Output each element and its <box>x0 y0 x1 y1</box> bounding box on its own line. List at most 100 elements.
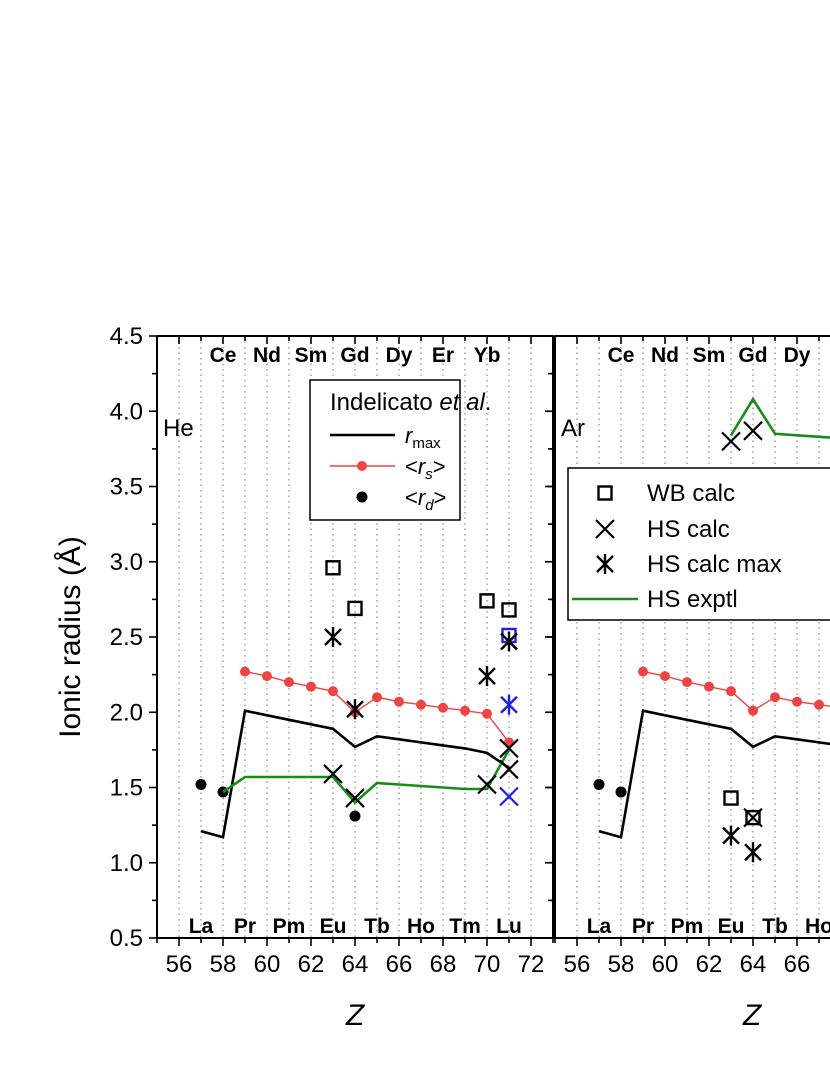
element-label-top: Dy <box>386 344 413 367</box>
series-line <box>642 670 830 712</box>
plot-area: CeNdSmGdDyELaPrPmEuTbHoAr <box>561 336 830 938</box>
legend-swatch <box>595 519 615 539</box>
data-point <box>743 421 763 441</box>
x-tick-label: 64 <box>342 951 369 978</box>
element-label-bottom: Lu <box>496 915 522 938</box>
data-point <box>792 696 802 707</box>
element-label-top: Nd <box>253 344 281 367</box>
data-point <box>372 692 382 703</box>
series-line <box>200 709 510 839</box>
element-label-bottom: Eu <box>718 915 745 938</box>
y-tick-label: 0.5 <box>110 925 143 952</box>
element-label-top: Sm <box>295 344 328 367</box>
element-label-top: Gd <box>738 344 767 367</box>
data-point <box>262 671 272 682</box>
data-point <box>478 666 496 687</box>
element-label-top: Ce <box>210 344 237 367</box>
data-point <box>593 778 605 790</box>
data-point <box>722 825 740 846</box>
data-point <box>743 807 763 828</box>
element-label-bottom: Pr <box>632 915 654 938</box>
legend-label: WB calc <box>647 480 735 507</box>
legend-label: <rs> <box>405 454 446 483</box>
data-point <box>723 790 739 806</box>
data-point <box>814 699 824 710</box>
data-point <box>479 593 495 609</box>
data-point <box>704 681 714 692</box>
legend-label: <rd> <box>405 485 446 514</box>
data-point <box>328 686 338 697</box>
series-hs_exptl <box>729 396 830 439</box>
data-point <box>195 778 207 790</box>
element-label-bottom: Pr <box>234 915 256 938</box>
legend-label: HS exptl <box>647 586 738 613</box>
series-hs_calc <box>721 421 763 828</box>
data-point <box>721 431 741 452</box>
y-tick-label: 2.5 <box>110 624 143 651</box>
panel-ar: CeNdSmGdDyELaPrPmEuTbHoAr5658606264666ZW… <box>547 335 830 1032</box>
y-tick-label: 1.5 <box>110 775 143 802</box>
series-hs_exptl <box>222 749 511 805</box>
data-point <box>682 677 692 688</box>
series-line <box>598 709 830 839</box>
series-rd <box>593 778 627 798</box>
y-tick-label: 2.0 <box>110 699 143 726</box>
legend-swatch <box>356 491 368 503</box>
data-point <box>306 681 316 692</box>
data-point <box>499 738 519 759</box>
data-point <box>240 666 250 677</box>
data-point <box>748 705 758 716</box>
x-tick-label: 58 <box>210 951 237 978</box>
series-hs_calc <box>323 738 519 808</box>
data-point <box>638 666 648 677</box>
element-label-bottom: Tb <box>762 915 788 938</box>
data-point <box>416 699 426 710</box>
data-point <box>477 774 497 795</box>
y-tick-label: 3.0 <box>110 549 143 576</box>
data-point <box>346 699 364 720</box>
legend-label: HS calc <box>647 516 730 543</box>
data-point <box>284 677 294 688</box>
series-rs <box>638 666 830 716</box>
panel-he: Ce Nd Sm Gd Dy Er Yb La Pr Pm Eu Tb Ho Tm Lu He 56 58 60 62… <box>54 323 554 1032</box>
element-label-bottom: La <box>189 915 214 938</box>
panel-label: He <box>163 415 194 442</box>
x-tick-label: 62 <box>696 951 723 978</box>
series-rs <box>240 666 514 748</box>
y-tick-label: 1.0 <box>110 850 143 877</box>
data-point <box>349 810 361 822</box>
data-point <box>482 708 492 719</box>
element-label-bottom: Tb <box>364 915 390 938</box>
series-rd <box>195 778 361 822</box>
x-tick-label: 70 <box>474 951 501 978</box>
series-hs_calc_max <box>722 825 762 863</box>
data-point <box>500 631 518 652</box>
data-point <box>323 764 343 784</box>
x-tick-label: 64 <box>740 951 767 978</box>
data-point <box>438 702 448 713</box>
element-label-top: Ce <box>608 344 635 367</box>
series-hs_calc_blue <box>499 786 519 807</box>
legend: WB calc HS calc HS calc max HS exptl <box>567 467 830 621</box>
y-axis-title: Ionic radius (Å) <box>54 536 87 738</box>
legend-label: HS calc max <box>647 551 782 578</box>
element-label-bottom: Pm <box>671 915 704 938</box>
x-tick-label: 72 <box>518 951 545 978</box>
y-tick-label: 4.0 <box>110 398 143 425</box>
data-point <box>615 786 627 798</box>
data-point <box>460 705 470 716</box>
x-tick-label: 56 <box>166 951 193 978</box>
legend-title: Indelicato et al. <box>330 389 491 416</box>
data-point <box>499 786 519 807</box>
element-label-top: Nd <box>651 344 679 367</box>
legend-swatch <box>596 554 614 574</box>
legend-swatch-dot <box>357 461 367 471</box>
data-point <box>345 788 365 808</box>
element-label-bottom: Eu <box>320 915 347 938</box>
series-rmax <box>598 709 830 839</box>
legend-swatch <box>597 485 613 501</box>
data-point <box>660 671 670 682</box>
element-label-top: Dy <box>784 344 811 367</box>
element-label-bottom: Ho <box>407 915 435 938</box>
element-label-bottom: La <box>587 915 612 938</box>
